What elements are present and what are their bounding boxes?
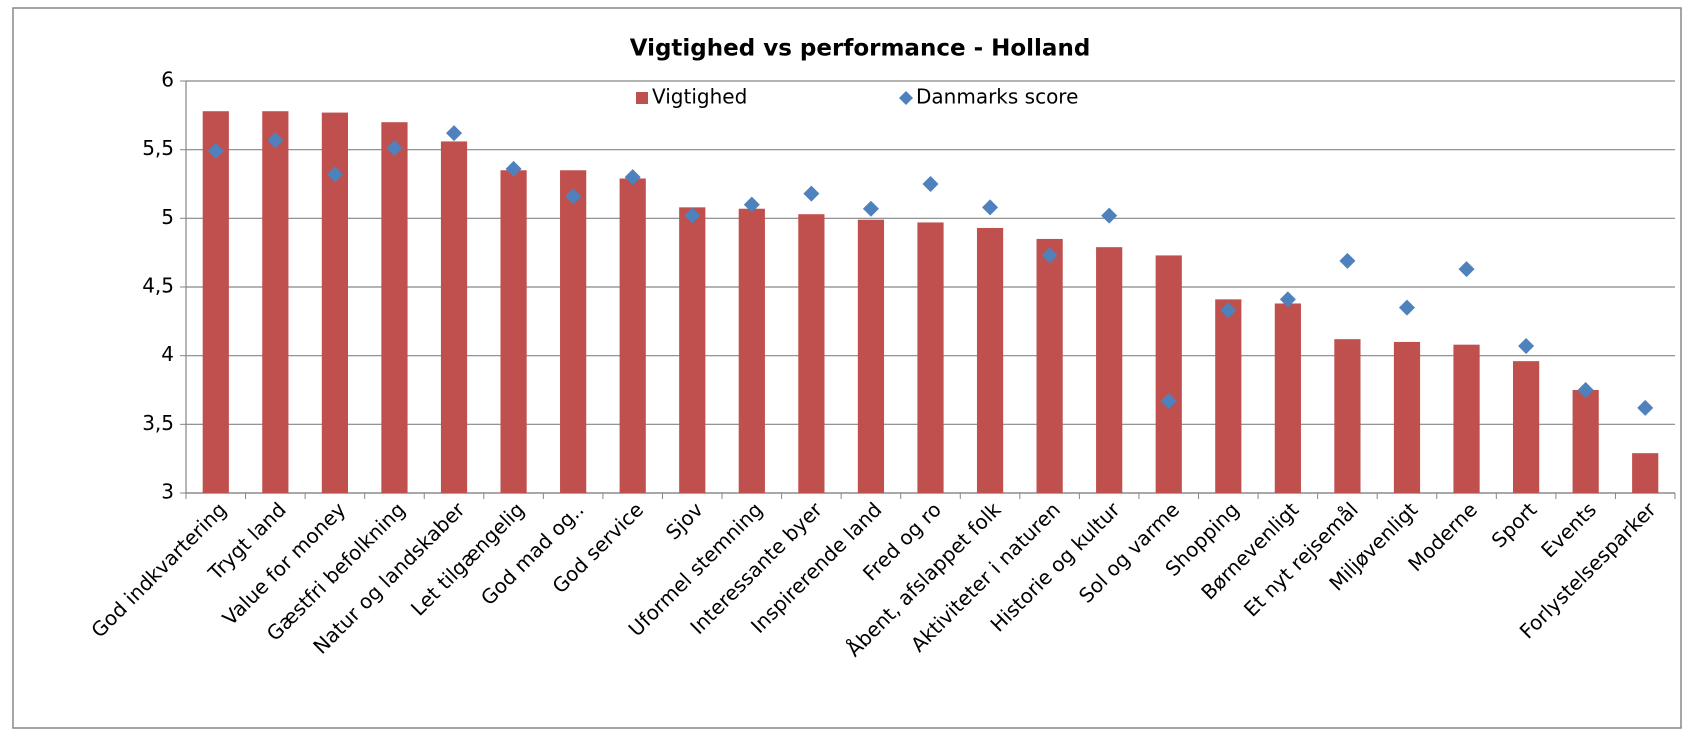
diamond-marker	[1398, 299, 1415, 316]
bar	[381, 122, 408, 493]
y-tick-label: 4	[161, 342, 174, 366]
diamond-marker	[1339, 252, 1356, 269]
y-tick-label: 6	[161, 68, 174, 92]
bar	[679, 207, 706, 493]
diamond-marker	[684, 207, 701, 224]
legend-label: Vigtighed	[652, 85, 747, 109]
diamond-marker	[326, 166, 343, 183]
bar	[440, 141, 468, 493]
legend-swatch	[636, 92, 648, 104]
bar	[262, 111, 289, 494]
diamond-marker	[922, 176, 939, 192]
diamond-marker	[1220, 302, 1237, 319]
bar	[1334, 339, 1361, 493]
bar	[857, 219, 885, 493]
y-tick-label: 4,5	[142, 274, 174, 298]
bar	[1572, 390, 1599, 493]
bar	[500, 170, 527, 493]
diamond-marker	[386, 140, 403, 157]
chart-title: Vigtighed vs performance - Holland	[630, 36, 1091, 62]
diamond-marker	[1458, 261, 1475, 278]
bar	[1036, 238, 1063, 493]
diamond-marker	[267, 132, 284, 149]
bar	[976, 227, 1004, 494]
diamond-marker	[982, 199, 999, 216]
legend-label: Danmarks score	[916, 85, 1078, 109]
bar	[1453, 344, 1480, 493]
diamond-marker	[446, 125, 463, 142]
diamond-marker	[743, 196, 760, 213]
bar	[1393, 341, 1421, 493]
bar	[1096, 247, 1123, 493]
diamond-marker	[505, 160, 522, 177]
bar	[798, 214, 825, 494]
diamond-marker	[1518, 338, 1535, 355]
bar	[1512, 361, 1540, 493]
y-tick-label: 5	[161, 205, 174, 229]
diamond-marker	[624, 169, 641, 186]
legend-swatch	[899, 91, 913, 105]
bar	[917, 222, 944, 493]
diamond-marker	[803, 185, 820, 202]
diamond-marker	[207, 143, 224, 160]
bar	[738, 208, 765, 493]
bar	[202, 111, 229, 494]
diamond-marker	[1279, 291, 1296, 308]
y-tick-label: 5,5	[142, 136, 174, 160]
bar	[1155, 255, 1182, 493]
diamond-marker	[1101, 207, 1118, 224]
bar	[560, 170, 587, 493]
bar	[1215, 299, 1242, 493]
y-tick-label: 3	[161, 480, 174, 504]
bar	[1632, 453, 1659, 493]
diamond-marker	[1637, 399, 1654, 416]
bar	[1274, 303, 1301, 493]
bar	[619, 178, 646, 494]
diamond-marker	[1041, 247, 1058, 264]
diamond-marker	[1160, 392, 1177, 409]
diamond-marker	[565, 188, 582, 205]
diamond-marker	[862, 200, 879, 217]
diamond-marker	[1577, 382, 1594, 398]
y-tick-label: 3,5	[142, 411, 174, 435]
